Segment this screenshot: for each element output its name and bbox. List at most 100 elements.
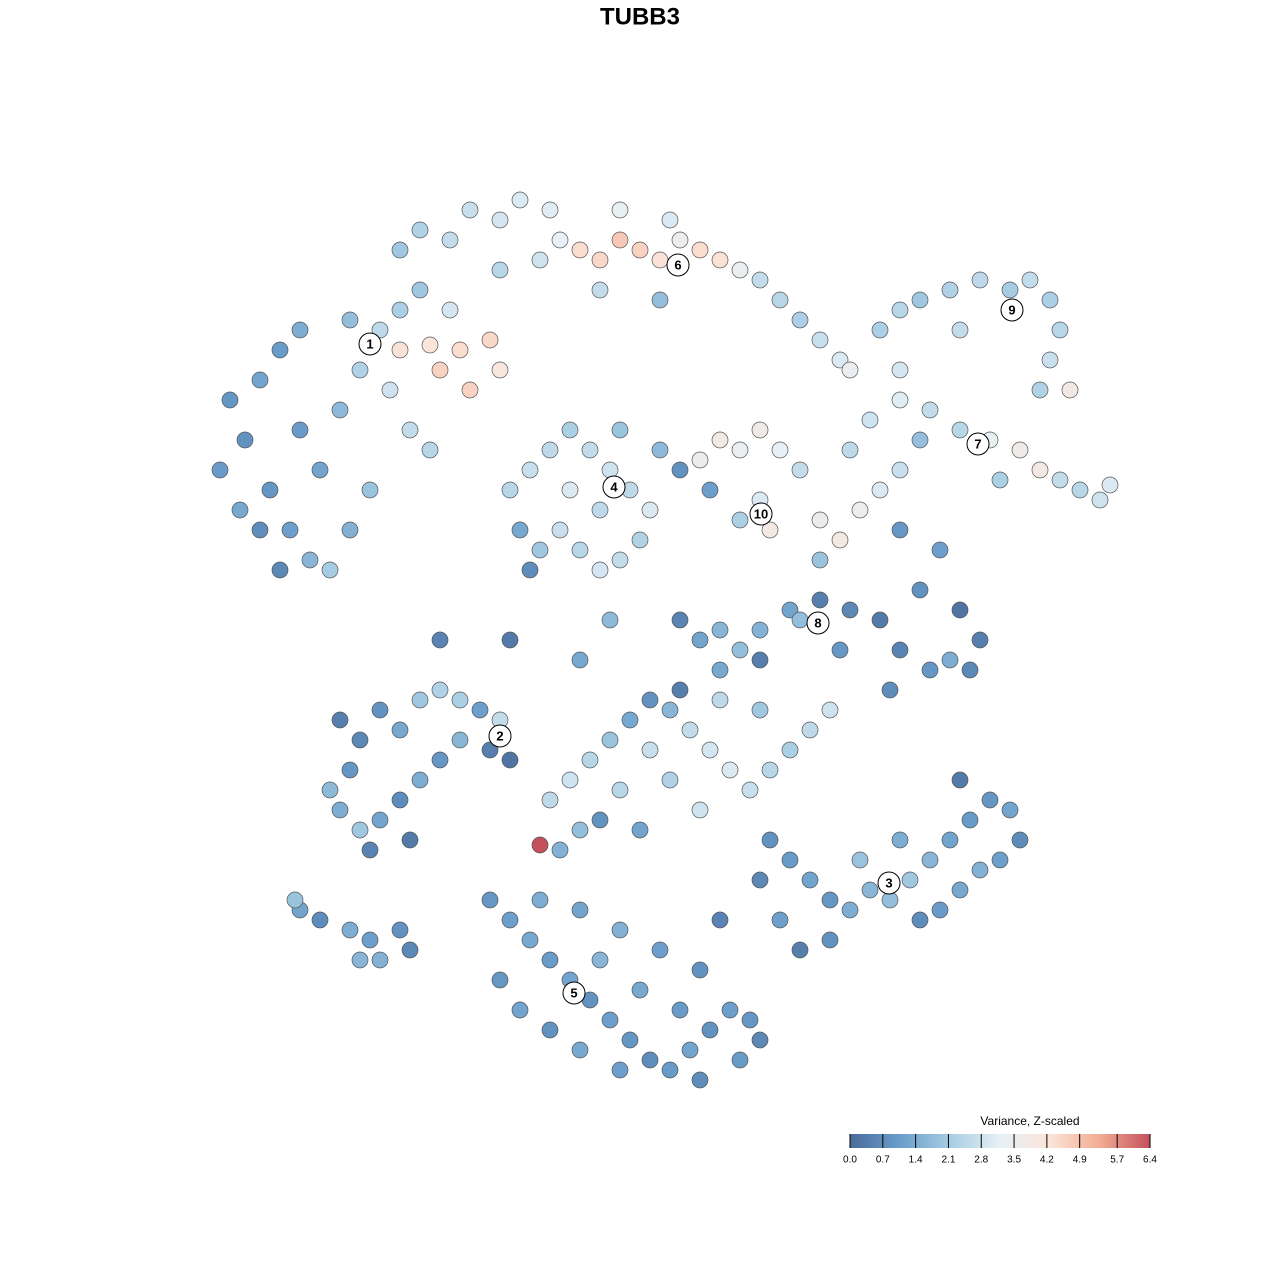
cell-point (321, 781, 339, 799)
cell-point (321, 561, 339, 579)
cell-point (691, 801, 709, 819)
cell-point (871, 611, 889, 629)
colorbar-title: Variance, Z-scaled (980, 1114, 1079, 1128)
cell-point (721, 761, 739, 779)
cell-point (421, 336, 439, 354)
cell-point (701, 741, 719, 759)
cell-point (971, 271, 989, 289)
cell-point (891, 391, 909, 409)
cell-point (911, 431, 929, 449)
cell-point (591, 951, 609, 969)
cell-point (481, 331, 499, 349)
cell-point (711, 621, 729, 639)
cell-point (531, 891, 549, 909)
cell-point (941, 831, 959, 849)
cell-point (661, 771, 679, 789)
cell-point (361, 841, 379, 859)
cell-point (371, 811, 389, 829)
cell-point (911, 911, 929, 929)
cluster-label: 6 (666, 253, 690, 277)
cell-point (286, 891, 304, 909)
cell-point (571, 651, 589, 669)
cell-point (351, 731, 369, 749)
cell-point (871, 481, 889, 499)
cell-point (501, 751, 519, 769)
cluster-label: 5 (562, 981, 586, 1005)
cell-point (651, 941, 669, 959)
cell-point (561, 771, 579, 789)
cell-point (611, 1061, 629, 1079)
cell-point (501, 481, 519, 499)
cell-point (921, 851, 939, 869)
cell-point (351, 951, 369, 969)
cell-point (371, 701, 389, 719)
cell-point (761, 521, 779, 539)
cell-point (891, 831, 909, 849)
cell-point (431, 751, 449, 769)
cluster-label-text: 9 (1008, 302, 1015, 317)
cluster-label: 8 (806, 611, 830, 635)
cell-point (661, 701, 679, 719)
cell-point (1041, 291, 1059, 309)
cell-point (671, 611, 689, 629)
cell-point (611, 551, 629, 569)
cell-point (941, 281, 959, 299)
cell-point (521, 931, 539, 949)
cell-point (561, 481, 579, 499)
cell-point (441, 231, 459, 249)
cell-point (861, 411, 879, 429)
cell-point (661, 1061, 679, 1079)
cluster-label: 7 (966, 432, 990, 456)
cell-point (791, 941, 809, 959)
cell-point (711, 251, 729, 269)
cluster-label-badge (488, 724, 512, 748)
cell-point (831, 351, 849, 369)
colorbar-tick-label: 0.0 (843, 1155, 857, 1166)
cell-point (221, 391, 239, 409)
cell-point (331, 801, 349, 819)
cell-point (1061, 381, 1079, 399)
cell-point (931, 541, 949, 559)
cell-point (431, 361, 449, 379)
cell-point (281, 521, 299, 539)
cell-point (591, 251, 609, 269)
cell-point (401, 831, 419, 849)
cell-point (781, 601, 799, 619)
cell-point (271, 561, 289, 579)
cell-point (491, 971, 509, 989)
cluster-label-text: 6 (674, 257, 681, 272)
cell-point (741, 1011, 759, 1029)
cell-point (611, 781, 629, 799)
cell-point (311, 461, 329, 479)
cell-point (761, 831, 779, 849)
cluster-label-text: 10 (754, 506, 768, 521)
cell-point (261, 481, 279, 499)
cell-point (691, 961, 709, 979)
cell-point (411, 771, 429, 789)
cell-point (611, 231, 629, 249)
cell-point (701, 481, 719, 499)
cell-point (581, 751, 599, 769)
cell-point (361, 931, 379, 949)
cell-point (331, 401, 349, 419)
colorbar-tick-label: 4.2 (1040, 1155, 1054, 1166)
cell-point (701, 1021, 719, 1039)
cell-point (391, 721, 409, 739)
cell-point (961, 661, 979, 679)
cell-point (751, 651, 769, 669)
cell-point (451, 731, 469, 749)
cell-point (821, 701, 839, 719)
cell-point (851, 851, 869, 869)
cell-point (901, 871, 919, 889)
cluster-label-text: 2 (496, 728, 503, 743)
cell-point (671, 1001, 689, 1019)
cluster-label: 1 (358, 332, 382, 356)
cell-point (681, 1041, 699, 1059)
cluster-label-text: 7 (974, 436, 981, 451)
cell-point (1021, 271, 1039, 289)
cell-point (991, 471, 1009, 489)
cell-point (491, 261, 509, 279)
cell-point (291, 321, 309, 339)
cell-point (771, 441, 789, 459)
cell-point (781, 741, 799, 759)
